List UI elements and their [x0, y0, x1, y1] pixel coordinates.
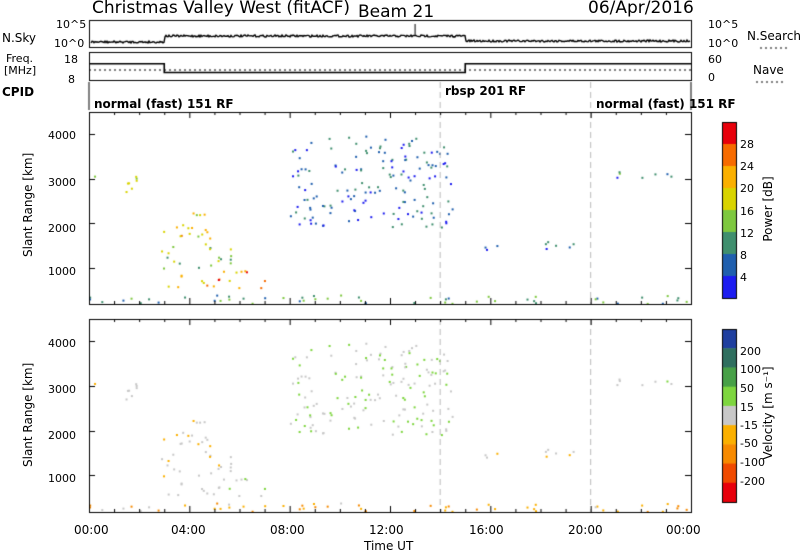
power-tick-4: 4	[740, 271, 747, 284]
vel-tick-minus100: -100	[740, 456, 765, 469]
p2-ytick-1000: 1000	[48, 472, 76, 485]
cpid-segment-2: rbsp 201 RF	[445, 84, 527, 98]
vel-tick-50: 50	[740, 382, 754, 395]
p2-ytick-2000: 2000	[48, 429, 76, 442]
power-tick-20: 20	[740, 182, 754, 195]
freq-label: Freq.	[6, 52, 34, 65]
cpid-segment-1: normal (fast) 151 RF	[94, 97, 234, 111]
xtick-1600: 16:00	[469, 523, 504, 537]
nsearch-label: N.Search	[747, 29, 800, 43]
p2-ytick-4000: 4000	[48, 337, 76, 350]
xtick-0800: 08:00	[270, 523, 305, 537]
power-tick-24: 24	[740, 160, 754, 173]
nsky-tick-top: 10^5	[56, 18, 87, 31]
freq-tick-top: 18	[64, 53, 78, 66]
p1-ytick-2000: 2000	[48, 222, 76, 235]
beam-label: Beam 21	[358, 2, 435, 22]
p1-ytick-4000: 4000	[48, 129, 76, 142]
vel-tick-100: 100	[740, 363, 761, 376]
nave-label: Nave	[753, 63, 784, 77]
xtick-end: 00:00	[666, 523, 701, 537]
p1-ytick-3000: 3000	[48, 176, 76, 189]
cpid-label: CPID	[2, 85, 35, 99]
velocity-colorbar-label: Velocity [m s⁻¹]	[761, 366, 775, 460]
p1-ytick-1000: 1000	[48, 265, 76, 278]
nsearch-tick-top: 10^5	[708, 18, 739, 31]
station-title: Christmas Valley West (fitACF)	[92, 0, 351, 18]
freq-tick-bottom: 8	[68, 73, 75, 86]
power-tick-28: 28	[740, 138, 754, 151]
power-colorbar-label: Power [dB]	[761, 176, 775, 242]
nsearch-tick-bottom: 10^0	[708, 37, 739, 50]
cpid-segment-3: normal (fast) 151 RF	[596, 97, 736, 111]
power-tick-8: 8	[740, 249, 747, 262]
power-panel-ylabel: Slant Range [km]	[21, 152, 35, 257]
xtick-0400: 04:00	[171, 523, 206, 537]
xtick-2000: 20:00	[568, 523, 603, 537]
power-tick-12: 12	[740, 227, 754, 240]
velocity-panel-ylabel: Slant Range [km]	[21, 362, 35, 467]
vel-tick-minus15: -15	[740, 419, 758, 432]
nsky-label: N.Sky	[2, 31, 37, 45]
nave-tick-bottom: 0	[708, 71, 715, 84]
power-tick-16: 16	[740, 205, 754, 218]
date-label: 06/Apr/2016	[588, 0, 694, 18]
xtick-0000: 00:00	[74, 523, 109, 537]
vel-tick-minus200: -200	[740, 475, 765, 488]
nave-tick-top: 60	[708, 53, 722, 66]
vel-tick-200: 200	[740, 345, 761, 358]
vel-tick-15: 15	[740, 401, 754, 414]
nsky-tick-bottom: 10^0	[54, 37, 85, 50]
xlabel: Time UT	[364, 539, 414, 553]
p2-ytick-3000: 3000	[48, 383, 76, 396]
vel-tick-minus50: -50	[740, 437, 758, 450]
freq-unit: [MHz]	[4, 64, 37, 77]
xtick-1200: 12:00	[369, 523, 404, 537]
